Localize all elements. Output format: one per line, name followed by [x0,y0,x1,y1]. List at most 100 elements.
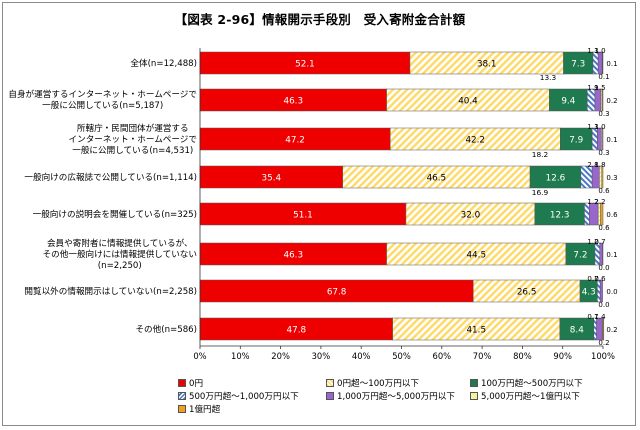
small-data-label: 0.2 [606,97,617,105]
small-data-label: 0.6 [598,187,610,195]
legend-swatch [178,392,186,400]
small-data-label: 1.0 [594,47,605,55]
legend-label: 1,000万円超～5,000万円以下 [337,392,455,402]
chart-frame [2,2,636,426]
bar-segment [596,317,603,341]
legend-label: 500万円超～1,000万円以下 [189,392,299,402]
small-data-label: 0.1 [598,73,609,81]
data-label: 47.8 [287,326,307,336]
bar-segment [599,279,603,303]
data-label: 16.9 [532,188,549,197]
data-label: 4.3 [582,288,596,298]
data-label: 42.2 [465,136,485,146]
bar-segment [599,165,603,189]
legend-item: 0円超～100万円以下 [326,377,419,389]
bar-segment [589,202,599,226]
legend-item: 500万円超～1,000万円以下 [178,390,299,402]
category-label: 会員や寄附者に情報提供しているが、 その他一般向けには情報提供していない (n=2,… [42,238,197,271]
small-data-label: 2.2 [594,198,605,206]
x-tick-label: 80% [513,351,532,361]
data-label: 46.5 [427,174,447,184]
data-label: 41.5 [466,326,486,336]
bar-segment [592,51,599,75]
small-data-label: 0.3 [606,174,617,182]
small-data-label: 2.8 [587,161,598,169]
bar-segment [584,202,590,226]
small-data-label: 1.9 [587,84,598,92]
bar-segment [593,317,597,341]
data-label: 12.6 [546,174,566,184]
bar-segment [594,88,602,112]
small-data-label: 1.3 [587,47,598,55]
x-tick-label: 40% [352,351,371,361]
legend-label: 100万円超～500万円以下 [481,379,583,389]
category-label: 自身が運営するインターネット・ホームページで 一般に公開している(n=5,187) [8,90,197,111]
data-label: 38.1 [477,60,497,70]
legend-swatch [178,405,186,413]
small-data-label: 0.0 [606,288,617,296]
x-tick-label: 20% [271,351,290,361]
legend-label: 5,000万円超～1億円以下 [481,392,580,402]
data-label: 67.8 [327,288,347,298]
bar-segment [580,165,593,189]
data-label: 46.3 [283,97,303,107]
bar-segment [597,51,603,75]
category-label: 閲覧以外の情報開示はしていない(n=2,258) [24,286,197,297]
legend-item: 1億円超 [178,403,220,415]
x-tick-label: 60% [432,351,451,361]
data-label: 35.4 [262,174,282,184]
data-label: 18.2 [532,150,548,159]
small-data-label: 1.4 [594,313,606,321]
category-label: 全体(n=12,488) [130,58,197,69]
x-tick-label: 100% [591,351,615,361]
small-data-label: 0.1 [606,136,617,144]
legend-label: 0円 [189,379,204,389]
data-label: 12.3 [550,211,570,221]
category-label: その他(n=586) [135,324,197,335]
small-data-label: 0.7 [594,238,605,246]
small-data-label: 0.0 [598,264,609,272]
bar-segment [599,242,603,266]
category-label: 一般向けの説明会を開催している(n=325) [32,209,197,220]
bar-segment [601,165,604,189]
data-label: 7.2 [573,251,587,261]
data-label: 51.1 [293,211,313,221]
bar-segment [594,242,601,266]
small-data-label: 0.3 [598,110,609,118]
bar-segment [600,202,604,226]
x-tick-label: 70% [473,351,492,361]
x-tick-label: 10% [231,351,250,361]
data-label: 26.5 [517,288,537,298]
legend-swatch [326,392,334,400]
bar-segment [601,88,604,112]
data-label: 7.9 [569,136,583,146]
category-label: 一般向けの広報誌で公開している(n=1,114) [24,172,197,183]
bar-segment [597,279,601,303]
small-data-label: 0.1 [606,60,617,68]
data-label: 40.4 [458,97,478,107]
legend-item: 1,000万円超～5,000万円以下 [326,390,455,402]
legend-label: 1億円超 [189,405,221,415]
small-data-label: 0.3 [598,149,609,157]
small-data-label: 0.0 [598,301,609,309]
legend-item: 5,000万円超～1億円以下 [470,390,580,402]
bar-segment [602,317,605,341]
small-data-label: 0.6 [598,224,610,232]
data-label: 46.3 [283,251,303,261]
data-label: 8.4 [570,326,584,336]
small-data-label: 0.7 [587,313,598,321]
small-data-label: 0.7 [587,275,598,283]
x-tick-label: 30% [312,351,331,361]
data-label: 47.2 [285,136,305,146]
category-label: 所轄庁・民間団体が運営する インターネット・ホームページで 一般に公開している(n=… [68,123,197,156]
legend-swatch [326,379,334,387]
x-tick-label: 50% [392,351,411,361]
data-label: 44.5 [466,251,486,261]
small-data-label: 1.2 [587,238,598,246]
chart-title: 【図表 2-96】情報開示手段別 受入寄附金合計額 [174,12,466,27]
small-data-label: 0.1 [606,251,617,259]
small-data-label: 0.2 [598,339,609,347]
small-data-label: 1.2 [587,198,598,206]
data-label: 32.0 [461,211,481,221]
